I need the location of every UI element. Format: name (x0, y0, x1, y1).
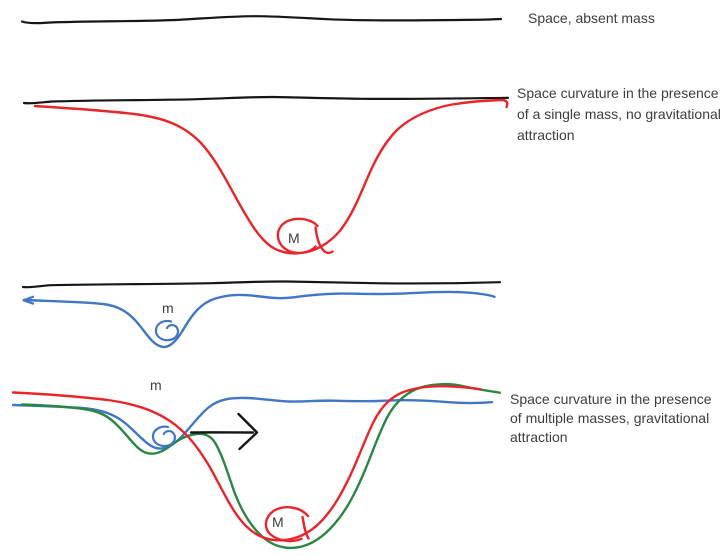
initial-space-line-multi-blue (11, 396, 494, 450)
mass-M-loop-tail-multi (301, 515, 310, 540)
caption-line: of a single mass, no gravitational (517, 106, 721, 122)
curved-space-line-small-mass (22, 290, 496, 349)
large-mass-space-line-multi-red (11, 384, 482, 542)
curved-space-line-single-mass (33, 98, 509, 255)
caption-line: of multiple masses, gravitational (510, 410, 710, 426)
undisturbed-space-line-small (21, 280, 502, 289)
caption-line: attraction (510, 429, 568, 445)
mass-m-label-multi: m (150, 377, 162, 393)
motion-arrow-head (237, 412, 259, 451)
mass-m-circle-small (154, 319, 180, 342)
mass-m-label-small: m (162, 300, 174, 316)
caption-multiple-masses: Space curvature in the presence of multi… (510, 390, 712, 447)
mass-M-label-single: M (288, 230, 300, 246)
flat-space-line (20, 15, 503, 25)
blue-line-left-arrow-tip (22, 295, 35, 305)
mass-M-loop-single (276, 217, 319, 255)
caption-line: Space curvature in the presence (510, 391, 712, 407)
undisturbed-space-line-single (22, 95, 510, 105)
caption-line: Space curvature in the presence (517, 85, 719, 101)
caption-line: attraction (517, 127, 575, 143)
mass-M-label-multi: M (272, 514, 284, 530)
caption-flat-space: Space, absent mass (528, 8, 655, 29)
caption-line: Space, absent mass (528, 10, 655, 26)
caption-single-mass: Space curvature in the presence of a sin… (517, 83, 721, 146)
combined-space-line-multi-green (20, 382, 502, 550)
mass-M-loop-multi (264, 506, 310, 543)
mass-M-loop-tail-single (314, 226, 334, 255)
mass-m-circle-multi (151, 425, 176, 448)
